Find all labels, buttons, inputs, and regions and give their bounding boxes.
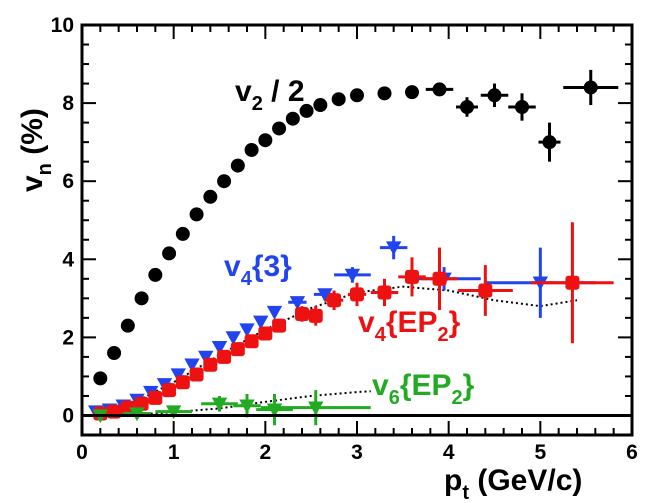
data-point — [120, 400, 135, 415]
y-tick-label: 10 — [51, 14, 74, 37]
data-point — [184, 358, 200, 373]
annotation-v4-3: v4{3} — [224, 250, 292, 290]
x-tick-label: 1 — [168, 441, 180, 464]
data-points — [88, 69, 619, 426]
data-point — [317, 288, 333, 303]
x-tick-labels: 0 1 2 3 4 5 6 — [76, 441, 638, 464]
data-point — [460, 100, 474, 114]
data-point — [377, 285, 392, 300]
data-point — [189, 207, 204, 222]
data-point — [266, 305, 283, 320]
series-v4-ep2- — [93, 222, 614, 421]
data-point — [299, 103, 314, 118]
data-point — [134, 291, 149, 306]
data-point — [295, 306, 309, 321]
data-point — [198, 350, 214, 365]
data-point — [211, 340, 228, 355]
data-point — [344, 268, 361, 283]
annotation-v2: v2 / 2 — [235, 75, 305, 115]
plot-frame — [80, 23, 634, 437]
x-axis-title: pt (GeV/c) — [444, 464, 582, 503]
x-tick-label: 0 — [76, 441, 88, 464]
model-curve — [95, 390, 371, 417]
data-point — [515, 100, 529, 114]
y-tick-label: 8 — [62, 92, 74, 115]
data-point — [175, 375, 190, 390]
data-point — [313, 98, 328, 113]
data-point — [405, 85, 419, 100]
annotation-v6-ep2: v6{EP2} — [372, 369, 475, 409]
data-point — [385, 241, 402, 256]
data-point — [308, 401, 324, 416]
data-point — [285, 111, 300, 126]
data-point — [405, 269, 419, 284]
data-point — [134, 396, 149, 411]
data-point — [162, 246, 177, 261]
data-point — [162, 383, 177, 398]
x-tick-label: 4 — [443, 441, 455, 464]
data-point — [120, 318, 135, 333]
data-point — [217, 174, 232, 189]
data-point — [175, 226, 190, 241]
y-tick-label: 6 — [62, 170, 74, 193]
axis-ticks — [81, 24, 633, 435]
data-point — [432, 271, 447, 286]
data-point — [239, 323, 255, 338]
annotation-v4-ep2: v4{EP2} — [358, 306, 461, 346]
data-point — [583, 80, 598, 95]
data-point — [253, 315, 269, 330]
y-tick-label: 4 — [62, 248, 74, 271]
data-point — [239, 399, 255, 414]
data-point — [542, 135, 557, 150]
data-point — [478, 283, 493, 298]
data-point — [170, 368, 186, 383]
y-axis-title: vn (%) — [16, 108, 56, 192]
data-point — [258, 133, 273, 148]
data-point — [217, 349, 232, 364]
series-v2-2 — [93, 69, 619, 386]
x-tick-label: 6 — [626, 441, 638, 464]
y-tick-labels: 0 2 4 6 8 10 — [51, 14, 75, 427]
data-point — [289, 296, 306, 310]
data-point — [258, 326, 273, 341]
x-tick-label: 5 — [534, 441, 546, 464]
data-point — [377, 86, 392, 101]
data-point — [165, 405, 182, 420]
data-point — [350, 88, 364, 103]
data-point — [432, 82, 447, 97]
data-point — [244, 142, 259, 157]
data-point — [230, 158, 245, 173]
data-point — [189, 367, 204, 382]
data-point — [272, 318, 287, 333]
data-point — [230, 342, 245, 357]
data-point — [148, 390, 163, 405]
data-point — [148, 267, 163, 282]
data-point — [565, 275, 580, 290]
data-point — [211, 397, 228, 412]
data-point — [203, 189, 218, 204]
data-point — [203, 357, 218, 372]
y-tick-label: 0 — [62, 404, 74, 427]
data-point — [327, 293, 342, 308]
data-point — [225, 331, 241, 346]
data-point — [487, 88, 502, 103]
data-point — [272, 121, 287, 136]
y-tick-label: 2 — [62, 326, 74, 349]
x-tick-label: 3 — [351, 441, 363, 464]
data-point — [107, 346, 122, 360]
x-tick-label: 2 — [259, 441, 271, 464]
data-point — [244, 334, 259, 349]
data-point — [331, 92, 346, 107]
data-point — [350, 287, 364, 302]
data-point — [308, 308, 323, 323]
data-point — [93, 371, 108, 386]
